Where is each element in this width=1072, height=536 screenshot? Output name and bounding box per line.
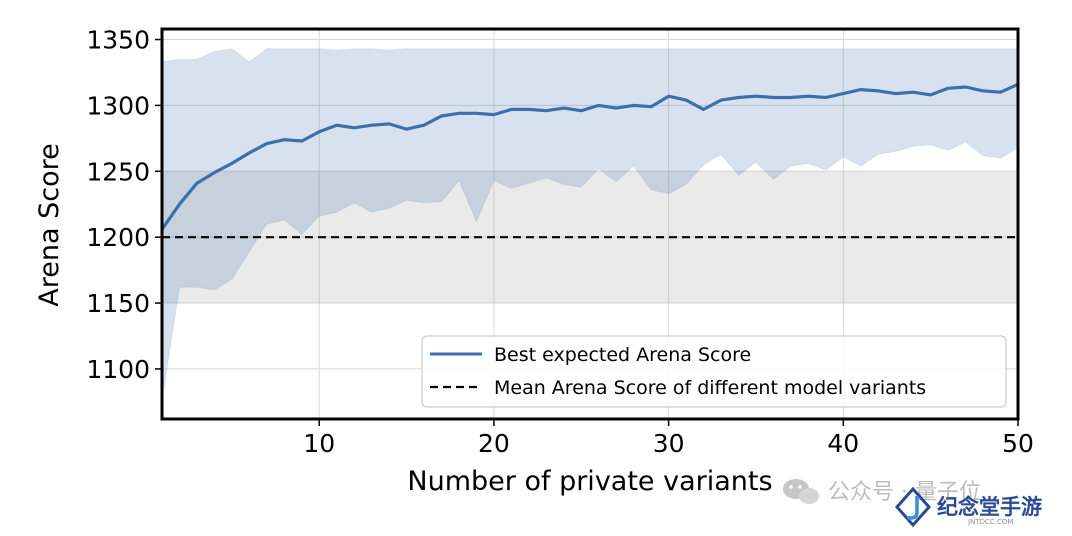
- y-tick-label: 1200: [86, 223, 150, 252]
- brand-logo-icon: [894, 486, 932, 528]
- x-tick-label: 50: [1002, 429, 1034, 458]
- plot-clip-group: [162, 29, 1018, 419]
- y-tick-label: 1350: [86, 26, 150, 55]
- y-tick-label: 1100: [86, 355, 150, 384]
- best-confidence-band: [162, 48, 1018, 401]
- x-tick-label: 10: [303, 429, 335, 458]
- x-tick-label: 30: [653, 429, 685, 458]
- watermark: 公众号 · 量子位 纪念堂手游 JNTDCC.COM: [783, 479, 1042, 528]
- y-tick-label: 1150: [86, 289, 150, 318]
- legend: Best expected Arena Score Mean Arena Sco…: [421, 335, 1007, 408]
- plot-frame: [160, 27, 1020, 421]
- y-tick-label: 1250: [86, 157, 150, 186]
- mean-variation-band: [162, 171, 1018, 304]
- x-tick-label: 40: [827, 429, 859, 458]
- watermark-brand-text: 纪念堂手游: [937, 495, 1042, 519]
- watermark-account-text: 公众号 · 量子位: [828, 480, 981, 505]
- plot-area: [162, 29, 1018, 419]
- legend-box: [421, 335, 1007, 408]
- legend-label-best: Best expected Arena Score: [494, 344, 751, 366]
- x-axis-label: Number of private variants: [407, 466, 772, 497]
- legend-label-mean: Mean Arena Score of different model vari…: [494, 377, 926, 399]
- y-axis-label: Arena Score: [34, 143, 65, 306]
- y-tick-label: 1300: [86, 91, 150, 120]
- series-best-line: [162, 82, 1018, 231]
- x-tick-label: 20: [478, 429, 510, 458]
- axes: 10 20 30 40 50 1100 1150 1200 1250 1300 1350: [86, 26, 1034, 458]
- wechat-icon: [783, 479, 819, 504]
- watermark-brand-url: JNTDCC.COM: [967, 518, 1013, 526]
